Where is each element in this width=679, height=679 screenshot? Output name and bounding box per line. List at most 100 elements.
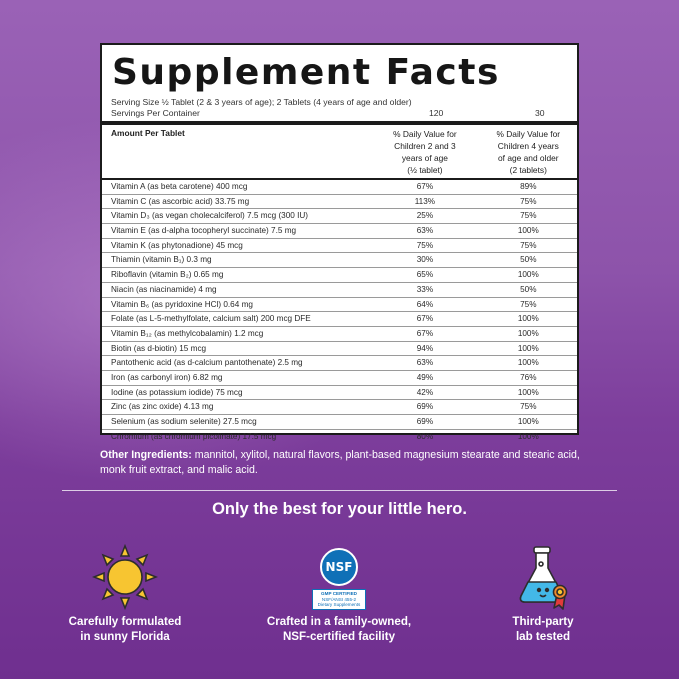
daily-value-col2: 76% — [520, 372, 537, 382]
feature-lab: Third-party lab tested — [443, 538, 643, 644]
daily-value-col1: 67% — [416, 328, 434, 338]
daily-value-col2: 100% — [517, 270, 539, 280]
nsf-logo: NSF — [320, 548, 358, 587]
table-header: Amount Per Tablet % Daily Value for Chil… — [102, 125, 577, 180]
daily-value-col2: 89% — [520, 182, 537, 191]
servings-per-container-row: Servings Per Container 120 30 — [111, 108, 569, 119]
panel-title: Supplement Facts — [112, 52, 500, 93]
daily-value-col1: 75% — [416, 240, 434, 250]
daily-value-col1: 25% — [416, 211, 434, 221]
nutrient-row: Biotin (as d-biotin) 15 mcg 94% 100% — [102, 342, 577, 357]
daily-value-col2: 100% — [517, 431, 539, 441]
nutrient-name: Vitamin E (as d-alpha tocopheryl succina… — [111, 226, 297, 236]
nutrient-row: Thiamin (vitamin B₁) 0.3 mg 30% 50% — [102, 253, 577, 269]
daily-value-col2: 100% — [517, 358, 539, 368]
nutrient-name: Vitamin K (as phytonadione) 45 mcg — [111, 240, 243, 250]
nutrient-row: Vitamin D₃ (as vegan cholecalciferol) 7.… — [102, 209, 577, 225]
nutrient-name: Zinc (as zinc oxide) 4.13 mg — [111, 402, 214, 412]
daily-value-col1: 69% — [416, 417, 434, 426]
nutrient-name: Niacin (as niacinamide) 4 mg — [111, 284, 217, 294]
daily-value-col1: 49% — [416, 372, 434, 382]
nutrient-row: Niacin (as niacinamide) 4 mg 33% 50% — [102, 283, 577, 298]
feature-caption-line: in sunny Florida — [80, 630, 170, 643]
tagline: Only the best for your little hero. — [212, 500, 467, 518]
feature-caption: Carefully formulated in sunny Florida — [25, 614, 225, 644]
feature-caption: Third-party lab tested — [443, 614, 643, 644]
nutrient-name: Biotin (as d-biotin) 15 mcg — [111, 343, 207, 353]
nutrient-row: Folate (as L-5-methylfolate, calcium sal… — [102, 312, 577, 327]
nutrient-row: Vitamin B₁₂ (as methylcobalamin) 1.2 mcg… — [102, 327, 577, 342]
daily-value-col2: 100% — [517, 226, 539, 236]
daily-value-col2: 75% — [520, 299, 537, 309]
daily-value-col2: 50% — [520, 284, 537, 294]
feature-caption-line: lab tested — [515, 630, 571, 643]
header-col2-line: of age and older — [498, 153, 559, 163]
feature-caption-line: Crafted in a family-owned, — [266, 615, 412, 628]
feature-caption: Crafted in a family-owned, NSF-certified… — [239, 614, 439, 644]
header-col1-line: Children 2 and 3 — [394, 141, 456, 151]
nutrient-name: Pantothenic acid (as d-calcium pantothen… — [111, 358, 303, 368]
daily-value-col2: 100% — [517, 343, 539, 353]
nutrient-name: Folate (as L-5-methylfolate, calcium sal… — [111, 314, 311, 324]
nutrient-name: Vitamin B₆ (as pyridoxine HCl) 0.64 mg — [111, 299, 253, 309]
divider — [62, 490, 617, 491]
daily-value-col1: 67% — [416, 182, 434, 191]
nutrient-row: Iodine (as potassium iodide) 75 mcg 42% 10… — [102, 386, 577, 401]
daily-value-col1: 64% — [416, 299, 434, 309]
nutrient-row: Chromium (as chromium picolinate) 17.5 m… — [102, 430, 577, 444]
header-col1-line: years of age — [401, 153, 448, 163]
nsf-logo-text: NSF — [325, 560, 353, 575]
other-ingredients-text: mannitol, xylitol, natural flavors, plan… — [100, 449, 580, 476]
nutrient-row: Vitamin C (as ascorbic acid) 33.75 mg 113… — [102, 195, 577, 210]
nutrient-row: Vitamin B₆ (as pyridoxine HCl) 0.64 mg 64… — [102, 298, 577, 313]
feature-florida: Carefully formulated in sunny Florida — [25, 538, 225, 644]
servings-col1: 120 — [429, 108, 444, 118]
daily-value-col2: 100% — [517, 387, 539, 397]
serving-size: Serving Size ½ Tablet (2 & 3 years of ag… — [111, 97, 412, 107]
daily-value-col2: 75% — [520, 240, 537, 250]
header-col1: % Daily Value for Children 2 and 3 years… — [366, 125, 475, 178]
daily-value-col1: 65% — [416, 270, 434, 280]
nsf-certification-icon: NSF GMP CERTIFIED NSF/ANSI 455-2 Dietary… — [239, 538, 439, 610]
daily-value-col1: 42% — [416, 387, 434, 397]
other-ingredients-label: Other Ingredients: — [100, 449, 192, 461]
feature-nsf: NSF GMP CERTIFIED NSF/ANSI 455-2 Dietary… — [239, 538, 439, 644]
header-amount: Amount Per Tablet — [111, 128, 185, 138]
daily-value-col2: 75% — [520, 196, 537, 206]
daily-value-col1: 30% — [416, 255, 434, 265]
nutrient-row: Zinc (as zinc oxide) 4.13 mg 69% 75% — [102, 400, 577, 415]
nutrient-name: Iron (as carbonyl iron) 6.82 mg — [111, 372, 223, 382]
servings-label: Servings Per Container — [111, 108, 200, 118]
nutrient-row: Selenium (as sodium selenite) 27.5 mcg 69… — [102, 415, 577, 430]
nutrient-name: Vitamin A (as beta carotene) 400 mcg — [111, 182, 248, 191]
gmp-line: Dietary Supplements — [317, 602, 361, 608]
header-col2-line: % Daily Value for — [496, 129, 561, 139]
nutrient-name: Chromium (as chromium picolinate) 17.5 m… — [111, 431, 277, 441]
daily-value-col2: 75% — [520, 402, 537, 412]
daily-value-col2: 100% — [517, 417, 539, 426]
nutrient-name: Selenium (as sodium selenite) 27.5 mcg — [111, 417, 257, 426]
nutrient-row: Vitamin K (as phytonadione) 45 mcg 75% 75% — [102, 239, 577, 254]
sun-icon — [25, 538, 225, 610]
daily-value-col1: 94% — [416, 343, 434, 353]
header-col2-line: Children 4 years — [497, 141, 559, 151]
nutrient-row: Pantothenic acid (as d-calcium pantothen… — [102, 356, 577, 371]
header-col1-line: (½ tablet) — [407, 165, 443, 175]
gmp-line: GMP CERTIFIED — [321, 591, 357, 597]
gmp-line: NSF/ANSI 455-2 — [321, 596, 357, 602]
daily-value-col2: 75% — [520, 211, 537, 221]
nutrient-name: Riboflavin (vitamin B₂) 0.65 mg — [111, 270, 224, 280]
header-col1-line: % Daily Value for — [393, 129, 457, 139]
thick-rule — [102, 121, 577, 125]
nutrient-name: Iodine (as potassium iodide) 75 mcg — [111, 387, 243, 397]
nutrient-row: Vitamin E (as d-alpha tocopheryl succina… — [102, 224, 577, 239]
nutrient-name: Thiamin (vitamin B₁) 0.3 mg — [111, 255, 212, 265]
daily-value-col1: 63% — [416, 226, 434, 236]
daily-value-col2: 100% — [517, 314, 539, 324]
nutrient-name: Vitamin C (as ascorbic acid) 33.75 mg — [111, 196, 250, 206]
feature-caption-line: NSF-certified facility — [282, 630, 396, 643]
gmp-badge: GMP CERTIFIED NSF/ANSI 455-2 Dietary Sup… — [312, 589, 366, 610]
nutrient-name: Vitamin D₃ (as vegan cholecalciferol) 7.… — [111, 211, 309, 221]
daily-value-col1: 67% — [416, 314, 434, 324]
daily-value-col2: 50% — [520, 255, 537, 265]
